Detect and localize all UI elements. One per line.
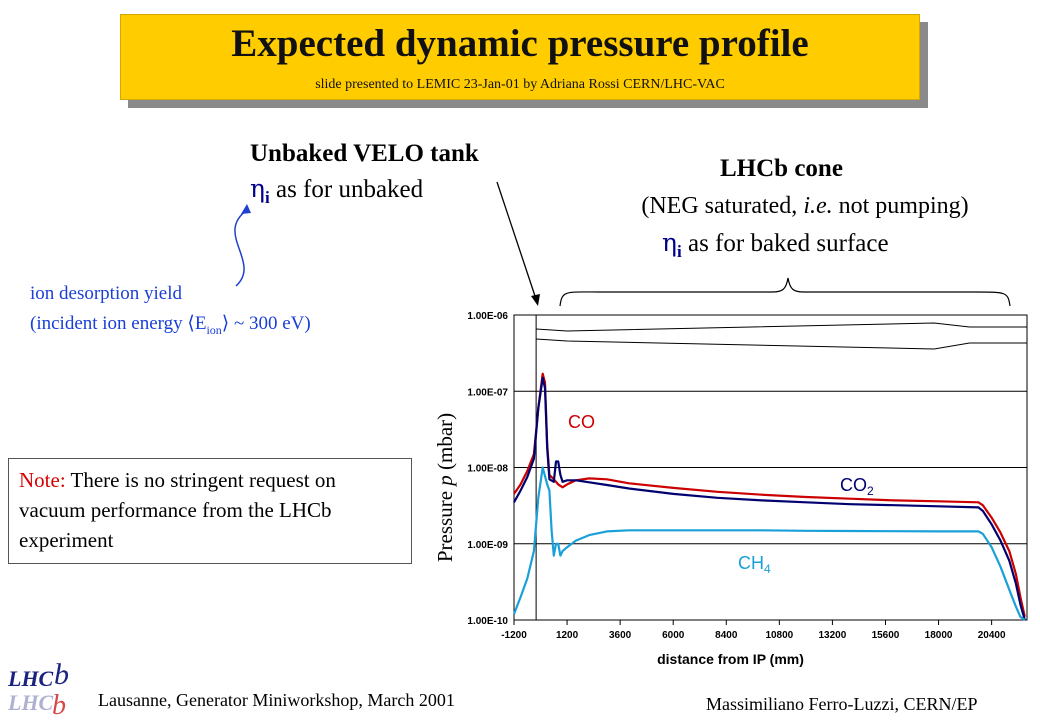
- pipe-outline-top: [536, 322, 1027, 332]
- velo-arrowhead: [531, 294, 540, 306]
- series-label-ch4: CH4: [738, 553, 771, 576]
- x-tick-label: 6000: [662, 630, 685, 641]
- ion-desorption-label: ion desorption yield: [30, 283, 182, 304]
- ion-yield-arrowhead: [241, 204, 251, 214]
- x-tick-label: 8400: [715, 630, 738, 641]
- cone-brace: [559, 277, 1011, 307]
- cone-note: (NEG saturated, i.e. not pumping): [580, 193, 1030, 220]
- lhcb-logo-graphic: LHC b LHC b: [2, 658, 84, 721]
- plot-area: 1.00E-10 1.00E-09 1.00E-08 1.00E-07 1.00E-06…: [433, 311, 1028, 667]
- langle-symbol: ⟨: [187, 312, 195, 334]
- velo-arrow-line: [496, 181, 536, 297]
- svg-text:b: b: [52, 690, 66, 718]
- velo-eta-text: as for unbaked: [269, 176, 424, 203]
- ion-energy-post: ~ 300 eV): [229, 313, 311, 334]
- note-label: Note:: [19, 468, 66, 492]
- eta-subscript: i: [264, 188, 270, 207]
- ion-energy-pre: (incident ion energy: [30, 313, 188, 334]
- x-tick-label: -1200: [501, 630, 527, 641]
- cone-note-italic: i.e.: [803, 193, 833, 219]
- y-axis-label: Pressure p (mbar): [433, 413, 457, 562]
- series-label-co: CO: [568, 412, 595, 432]
- lhcb-cone-label: LHCb cone: [720, 155, 843, 182]
- slide-subtitle: slide presented to LEMIC 23-Jan-01 by Ad…: [315, 77, 725, 92]
- footer-event: Lausanne, Generator Miniworkshop, March …: [98, 690, 455, 710]
- velo-tank-label: Unbaked VELO tank: [250, 140, 479, 167]
- cone-eta-text: as for baked surface: [681, 230, 889, 257]
- cone-note-post: not pumping): [832, 193, 969, 219]
- y-tick-label: 1.00E-08: [467, 464, 508, 475]
- eta-symbol: η: [662, 228, 677, 257]
- slide-title: Expected dynamic pressure profile: [231, 22, 809, 65]
- note-box: Note: There is no stringent request on v…: [8, 458, 412, 564]
- energy-symbol: E: [194, 313, 207, 334]
- y-tick-label: 1.00E-09: [467, 540, 508, 551]
- svg-text:LHC: LHC: [7, 690, 54, 715]
- x-tick-label: 10800: [765, 630, 793, 641]
- note-text: There is no stringent request on vacuum …: [19, 468, 336, 552]
- x-tick-label: 13200: [819, 630, 847, 641]
- series-line-ch4: [512, 466, 1026, 621]
- ion-energy-label: (incident ion energy ⟨Eion⟩ ~ 300 eV): [30, 312, 311, 338]
- pipe-outline-bottom: [536, 338, 1027, 350]
- series-label-co2: CO2: [840, 475, 874, 498]
- footer-author: Massimiliano Ferro-Luzzi, CERN/EP: [706, 694, 978, 714]
- series-line-co2: [513, 376, 1026, 621]
- y-tick-label: 1.00E-10: [467, 616, 508, 627]
- cone-eta-line: ηi as for baked surface: [662, 228, 889, 262]
- y-tick-label: 1.00E-06: [467, 311, 508, 322]
- svg-text:b: b: [54, 660, 69, 691]
- svg-text:LHC: LHC: [7, 666, 54, 691]
- annotation-arrows: [234, 181, 1011, 307]
- energy-subscript: ion: [206, 322, 222, 337]
- velo-eta-line: ηi as for unbaked: [250, 174, 423, 208]
- title-banner: Expected dynamic pressure profile slide …: [120, 14, 920, 100]
- x-tick-label: 3600: [609, 630, 632, 641]
- series-line-co: [513, 372, 1026, 618]
- x-tick-label: 18000: [925, 630, 953, 641]
- lhcb-logo: LHC b LHC b: [2, 658, 84, 721]
- rangle-symbol: ⟩: [221, 312, 230, 334]
- x-tick-label: 20400: [978, 630, 1006, 641]
- y-tick-label: 1.00E-07: [467, 387, 508, 398]
- cone-note-pre: (NEG saturated,: [641, 193, 804, 219]
- eta-symbol: η: [250, 174, 265, 203]
- x-axis-label: distance from IP (mm): [657, 651, 804, 667]
- x-tick-label: 15600: [872, 630, 900, 641]
- eta-subscript: i: [676, 242, 682, 261]
- x-tick-label: 1200: [556, 630, 579, 641]
- ion-yield-curved-arrow: [234, 209, 248, 287]
